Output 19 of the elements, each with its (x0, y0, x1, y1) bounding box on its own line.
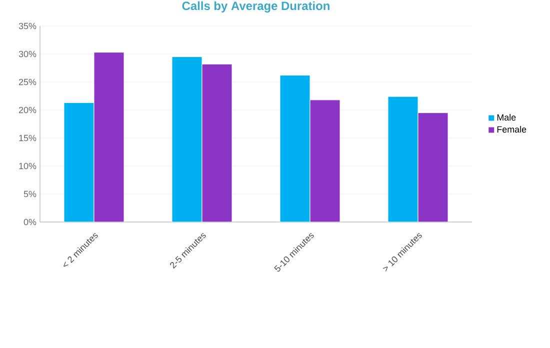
bar (202, 64, 232, 222)
bar (64, 102, 94, 222)
y-tick-label: 0% (24, 218, 36, 226)
chart-title: Calls by Average Duration (182, 1, 330, 12)
y-tick-label: 5% (24, 190, 36, 198)
legend-label: Female (497, 126, 526, 133)
bar (280, 75, 310, 222)
y-tick-label: 30% (18, 50, 36, 58)
bar (94, 52, 124, 222)
y-tick-label: 35% (18, 22, 36, 30)
bar (172, 56, 202, 222)
y-tick-label: 20% (18, 106, 36, 114)
bar (310, 100, 340, 222)
y-tick-label: 10% (19, 162, 36, 170)
bar (418, 112, 448, 222)
bar (388, 96, 418, 222)
y-tick-label: 15% (19, 134, 36, 142)
legend-label: Male (497, 114, 516, 121)
y-tick-label: 25% (18, 78, 36, 86)
